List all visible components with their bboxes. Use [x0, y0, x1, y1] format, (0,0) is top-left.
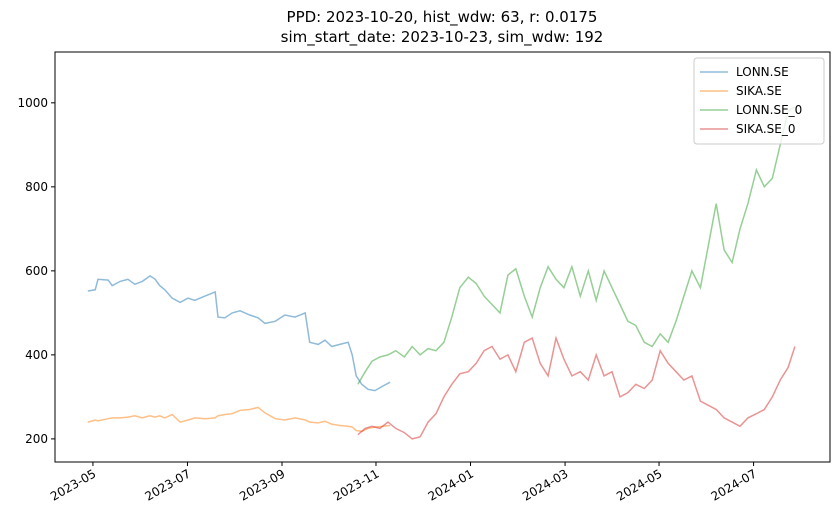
y-tick-label: 200: [25, 432, 48, 446]
chart-title: PPD: 2023-10-20, hist_wdw: 63, r: 0.0175: [287, 8, 598, 27]
x-tick-label: 2023-11: [331, 466, 381, 503]
legend-label: SIKA.SE: [736, 84, 782, 98]
x-tick-label: 2024-03: [520, 466, 570, 503]
y-tick-label: 600: [25, 264, 48, 278]
series-line: [357, 335, 796, 440]
series-line: [87, 274, 391, 392]
x-tick-label: 2024-05: [614, 466, 664, 503]
x-tick-label: 2023-07: [143, 466, 193, 503]
y-tick-label: 1000: [17, 96, 48, 110]
x-tick-label: 2023-09: [237, 466, 287, 503]
y-tick-label: 800: [25, 180, 48, 194]
x-tick-label: 2024-07: [709, 466, 759, 503]
y-tick-label: 400: [25, 348, 48, 362]
series-line: [87, 406, 391, 433]
legend-label: LONN.SE: [736, 65, 789, 79]
x-tick-label: 2023-05: [48, 466, 98, 503]
series-line: [357, 106, 796, 385]
legend-label: SIKA.SE_0: [736, 122, 795, 136]
chart-subtitle: sim_start_date: 2023-10-23, sim_wdw: 192: [281, 28, 604, 47]
x-tick-label: 2024-01: [426, 466, 476, 503]
legend: LONN.SE SIKA.SE LONN.SE_0 SIKA.SE_0: [693, 57, 825, 145]
legend-box: [693, 57, 825, 145]
axes-frame: [54, 51, 831, 463]
legend-label: LONN.SE_0: [736, 103, 802, 117]
